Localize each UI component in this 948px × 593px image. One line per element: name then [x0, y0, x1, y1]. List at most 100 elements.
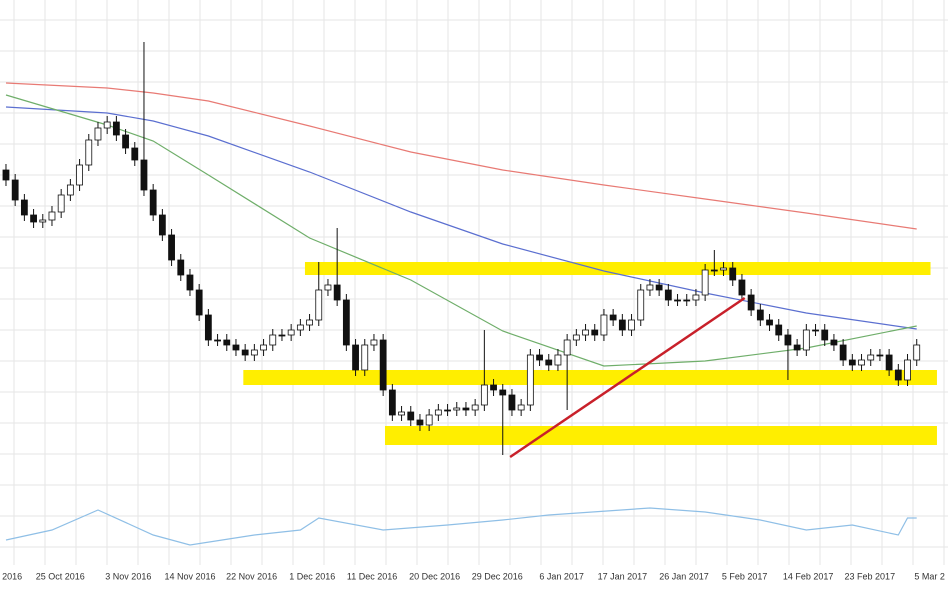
- candle-body: [39, 219, 47, 223]
- candle-body: [628, 319, 635, 331]
- candle-body: [784, 334, 792, 346]
- candle-body: [637, 289, 645, 321]
- candle-body: [572, 334, 580, 341]
- candle-body: [186, 274, 194, 291]
- candle-body: [545, 359, 553, 366]
- candle-body: [149, 189, 157, 216]
- candle-body: [333, 284, 341, 301]
- candle-body: [793, 344, 801, 351]
- candle-body: [30, 214, 37, 223]
- candle-body: [112, 121, 120, 136]
- candle-body: [131, 147, 139, 161]
- candle-body: [775, 324, 783, 336]
- x-tick-label: 22 Nov 2016: [226, 571, 277, 581]
- candle-body: [766, 319, 773, 326]
- candle-body: [66, 184, 74, 196]
- indicator-line: [5, 507, 917, 546]
- candle-body: [692, 294, 700, 301]
- candle-body: [839, 344, 847, 361]
- x-tick-label: 23 Feb 2017: [845, 571, 896, 581]
- candle-body: [683, 299, 691, 302]
- candle-body: [618, 319, 626, 331]
- candle-body: [701, 269, 709, 296]
- x-tick-label: 11 Dec 2016: [347, 571, 397, 581]
- candle-body: [591, 329, 599, 336]
- candle-body: [140, 159, 148, 191]
- candle-body: [710, 269, 718, 272]
- trendline: [509, 296, 746, 459]
- candle-body: [490, 384, 497, 391]
- candle-body: [867, 354, 875, 361]
- candle-body: [20, 199, 28, 216]
- candle-body: [388, 389, 396, 416]
- candle-body: [57, 194, 65, 213]
- candle-body: [398, 411, 405, 416]
- candle-body: [352, 344, 359, 371]
- candle-body: [848, 359, 856, 366]
- x-tick-label: 20 Dec 2016: [409, 571, 460, 581]
- candle-body: [609, 314, 617, 321]
- candle-body: [526, 354, 534, 406]
- candle-body: [214, 339, 221, 342]
- candle-body: [453, 407, 461, 411]
- candle-body: [894, 369, 902, 381]
- candle-body: [664, 289, 672, 301]
- candle-body: [821, 329, 829, 341]
- indicator-line: [5, 94, 917, 367]
- x-tick-label: 26 Jan 2017: [659, 571, 709, 581]
- candle-body: [260, 344, 267, 351]
- candle-body: [600, 314, 608, 336]
- candle-body: [287, 329, 295, 336]
- candle-body: [655, 284, 663, 291]
- candle-body: [582, 329, 589, 336]
- zone: [243, 370, 937, 385]
- candle-body: [913, 344, 921, 361]
- candle-body: [802, 329, 810, 351]
- candle-body: [76, 164, 83, 186]
- candle-body: [204, 314, 212, 341]
- candle-body: [646, 284, 654, 291]
- x-tick-label: 14 Feb 2017: [783, 571, 834, 581]
- x-tick-label: 6 Jan 2017: [539, 571, 584, 581]
- candle-body: [122, 134, 129, 149]
- candle-body: [885, 354, 893, 371]
- candle-body: [250, 349, 258, 356]
- candle-body: [425, 414, 433, 426]
- candle-body: [876, 354, 884, 357]
- candle-body: [85, 139, 93, 166]
- candle-body: [306, 319, 313, 326]
- candle-body: [830, 339, 838, 346]
- x-tick-label: 5 Mar 2: [914, 571, 945, 581]
- candle-body: [2, 169, 10, 181]
- candle-body: [195, 289, 203, 316]
- candle-body: [462, 407, 470, 411]
- candle-body: [241, 349, 249, 356]
- candle-body: [747, 294, 755, 311]
- candle-body: [223, 339, 231, 346]
- candle-body: [158, 214, 166, 236]
- candle-body: [434, 409, 442, 416]
- candle-body: [536, 354, 543, 361]
- candle-body: [517, 404, 525, 411]
- candle-body: [756, 309, 764, 321]
- candle-body: [471, 404, 479, 411]
- x-tick-label: 3 Nov 2016: [105, 571, 151, 581]
- candle-body: [48, 211, 56, 221]
- candle-body: [444, 409, 451, 412]
- candle-body: [168, 234, 175, 261]
- zone: [384, 426, 937, 445]
- candle-body: [499, 389, 507, 396]
- candle-body: [278, 334, 286, 337]
- candle-body: [720, 267, 727, 271]
- x-tick-label: 17 Jan 2017: [598, 571, 648, 581]
- candle-body: [674, 299, 681, 302]
- candle-body: [315, 289, 323, 321]
- indicator-line: [5, 106, 917, 330]
- candle-body: [296, 324, 304, 331]
- candle-body: [11, 179, 19, 201]
- indicator-line: [5, 82, 917, 230]
- candle-body: [361, 344, 369, 371]
- candle-body: [480, 384, 488, 406]
